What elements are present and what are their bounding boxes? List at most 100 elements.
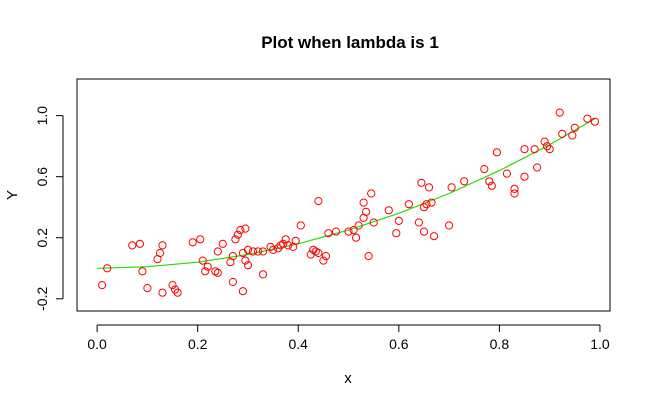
data-point bbox=[543, 142, 552, 151]
data-point bbox=[314, 248, 323, 258]
data-point bbox=[228, 252, 237, 261]
fitted-curve-layer bbox=[97, 118, 596, 269]
data-point bbox=[533, 163, 542, 172]
data-point bbox=[419, 227, 429, 236]
data-point bbox=[480, 165, 489, 174]
data-point bbox=[231, 235, 240, 244]
data-point bbox=[258, 270, 268, 279]
data-point bbox=[530, 145, 539, 154]
fitted-curve-line bbox=[97, 118, 596, 269]
data-points-layer bbox=[98, 108, 600, 297]
data-point bbox=[367, 189, 376, 198]
data-point bbox=[417, 178, 426, 187]
data-point bbox=[279, 239, 288, 248]
data-point bbox=[359, 198, 368, 207]
data-point bbox=[424, 183, 434, 192]
data-point bbox=[128, 241, 137, 250]
data-point bbox=[198, 256, 207, 265]
data-point bbox=[510, 184, 519, 193]
data-point bbox=[173, 288, 182, 297]
data-point bbox=[228, 277, 237, 287]
data-point bbox=[241, 256, 250, 265]
data-point bbox=[352, 233, 361, 242]
data-point bbox=[201, 267, 210, 276]
data-point bbox=[414, 218, 423, 227]
data-point bbox=[558, 129, 567, 138]
data-point bbox=[555, 108, 564, 117]
data-point bbox=[460, 177, 469, 186]
data-point bbox=[392, 229, 401, 238]
data-point bbox=[445, 221, 454, 230]
data-point bbox=[540, 137, 549, 146]
data-point bbox=[545, 145, 554, 154]
x-tick-label: 0.4 bbox=[289, 336, 309, 352]
data-point bbox=[583, 114, 592, 123]
data-point bbox=[349, 226, 358, 235]
data-point bbox=[284, 241, 293, 250]
x-tick-label: 0.0 bbox=[87, 336, 107, 352]
data-point bbox=[196, 235, 205, 244]
data-point bbox=[364, 252, 373, 261]
data-point bbox=[568, 131, 577, 140]
data-point bbox=[241, 224, 250, 233]
data-point bbox=[502, 169, 511, 178]
data-point bbox=[394, 216, 403, 225]
data-point bbox=[321, 252, 330, 261]
y-axis-label: Y bbox=[4, 190, 21, 200]
data-point bbox=[236, 226, 245, 235]
data-point bbox=[143, 284, 152, 293]
data-point bbox=[233, 230, 242, 239]
data-point bbox=[213, 247, 222, 256]
data-point bbox=[248, 247, 258, 256]
data-point bbox=[429, 232, 439, 241]
data-point bbox=[319, 256, 328, 265]
x-axis: 0.0 0.2 0.4 0.6 0.8 1.0 bbox=[87, 324, 610, 352]
data-point bbox=[238, 287, 247, 296]
data-point bbox=[253, 247, 263, 256]
data-point bbox=[243, 245, 253, 254]
x-tick-label: 0.6 bbox=[389, 336, 409, 352]
data-point bbox=[296, 221, 305, 230]
x-axis-label: x bbox=[344, 370, 352, 387]
data-point bbox=[510, 189, 519, 198]
data-point bbox=[158, 241, 167, 250]
y-tick-label: 0.6 bbox=[34, 167, 50, 187]
data-point bbox=[158, 288, 167, 297]
y-tick-label: 0.2 bbox=[34, 228, 50, 248]
data-point bbox=[331, 227, 341, 236]
data-point bbox=[485, 177, 494, 186]
data-point bbox=[138, 267, 147, 276]
data-point bbox=[243, 261, 253, 270]
data-point bbox=[103, 264, 112, 273]
data-point bbox=[211, 267, 220, 276]
data-point bbox=[269, 245, 278, 254]
data-point bbox=[520, 172, 529, 181]
data-point bbox=[218, 239, 227, 248]
data-point bbox=[258, 247, 268, 256]
data-point bbox=[404, 200, 413, 209]
data-point bbox=[291, 236, 300, 245]
data-point bbox=[447, 183, 456, 192]
data-point bbox=[590, 117, 600, 126]
plot-frame bbox=[76, 78, 611, 312]
data-point bbox=[520, 145, 529, 154]
data-point bbox=[344, 227, 353, 236]
data-point bbox=[135, 239, 144, 248]
data-point bbox=[492, 148, 501, 157]
y-tick-label: -0.2 bbox=[34, 287, 50, 311]
data-point bbox=[324, 229, 333, 238]
data-point bbox=[155, 248, 165, 258]
data-point bbox=[422, 200, 431, 209]
data-point bbox=[98, 281, 107, 290]
y-tick-label: 1.0 bbox=[34, 106, 50, 126]
data-point bbox=[354, 221, 363, 230]
chart-title: Plot when lambda is 1 bbox=[261, 33, 439, 52]
data-point bbox=[362, 207, 371, 216]
x-tick-label: 0.8 bbox=[490, 336, 510, 352]
data-point bbox=[384, 206, 393, 215]
data-point bbox=[188, 238, 197, 247]
data-point bbox=[203, 262, 212, 271]
data-point bbox=[487, 181, 496, 190]
y-axis: -0.2 0.2 0.6 1.0 bbox=[34, 106, 64, 311]
